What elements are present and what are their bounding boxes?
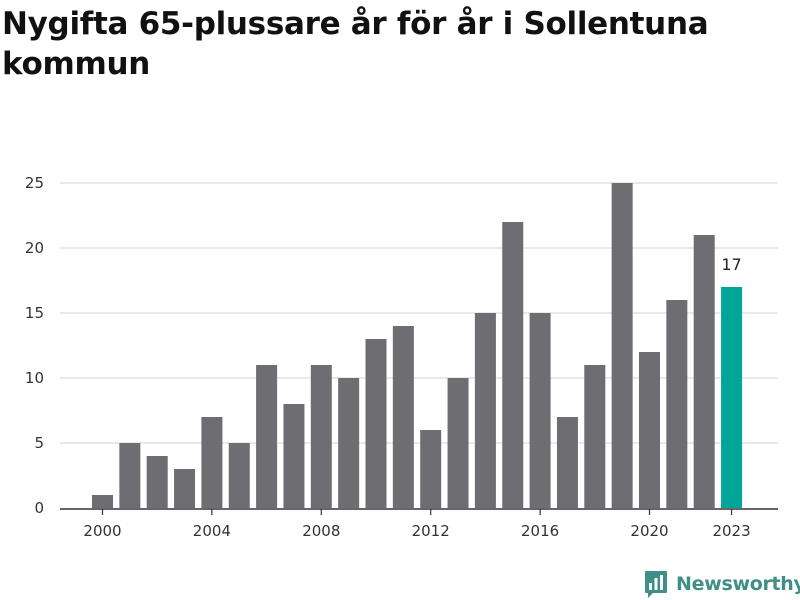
y-tick-label-15: 15 <box>25 304 44 322</box>
x-tick-label-2020: 2020 <box>630 522 668 540</box>
bar-2022[interactable] <box>693 235 715 508</box>
bar-2010[interactable] <box>365 339 387 508</box>
chart-title: Nygifta 65-plussare år för år i Sollentu… <box>2 6 709 82</box>
y-axis-tick-labels: 0 5 10 15 20 25 <box>25 174 44 517</box>
data-labels: 17 <box>721 255 741 274</box>
x-tick-label-2012: 2012 <box>412 522 450 540</box>
bar-2017[interactable] <box>556 417 578 508</box>
bar-2001[interactable] <box>119 443 141 508</box>
x-tick-label-2023: 2023 <box>712 522 750 540</box>
bar-2003[interactable] <box>174 469 196 508</box>
bar-2013[interactable] <box>447 378 469 508</box>
bar-2021[interactable] <box>666 300 688 508</box>
bar-2000[interactable] <box>92 495 113 508</box>
bar-2015[interactable] <box>502 222 524 508</box>
bar-2023[interactable] <box>721 287 743 508</box>
y-tick-label-10: 10 <box>25 369 44 387</box>
y-tick-label-25: 25 <box>25 174 44 192</box>
bar-2012[interactable] <box>420 430 442 508</box>
y-tick-label-20: 20 <box>25 239 44 257</box>
x-tick-label-2008: 2008 <box>302 522 340 540</box>
x-tick-label-2004: 2004 <box>193 522 231 540</box>
x-axis-tick-labels: 2000 2004 2008 2012 2016 2020 2023 <box>83 509 751 540</box>
newsworthy-logo-icon <box>645 571 667 598</box>
bar-2005[interactable] <box>228 443 250 508</box>
bar-2011[interactable] <box>392 326 414 508</box>
bar-2006[interactable] <box>256 365 278 508</box>
bar-2004[interactable] <box>201 417 223 508</box>
y-tick-label-5: 5 <box>34 434 44 452</box>
bar-2007[interactable] <box>283 404 305 508</box>
x-tick-label-2000: 2000 <box>83 522 121 540</box>
data-label-2023: 17 <box>721 255 741 274</box>
bar-2002[interactable] <box>146 456 168 508</box>
bar-2014[interactable] <box>474 313 496 508</box>
y-tick-label-0: 0 <box>34 499 44 517</box>
bar-2009[interactable] <box>338 378 360 508</box>
bar-2018[interactable] <box>584 365 606 508</box>
newsworthy-brand[interactable]: Newsworthy <box>644 569 800 599</box>
x-tick-label-2016: 2016 <box>521 522 559 540</box>
bar-2020[interactable] <box>639 352 660 508</box>
bar-2008[interactable] <box>310 365 332 508</box>
bar-2019[interactable] <box>611 183 633 508</box>
bar-2016[interactable] <box>529 313 551 508</box>
bars <box>92 183 743 508</box>
brand-name: Newsworthy <box>676 573 800 595</box>
